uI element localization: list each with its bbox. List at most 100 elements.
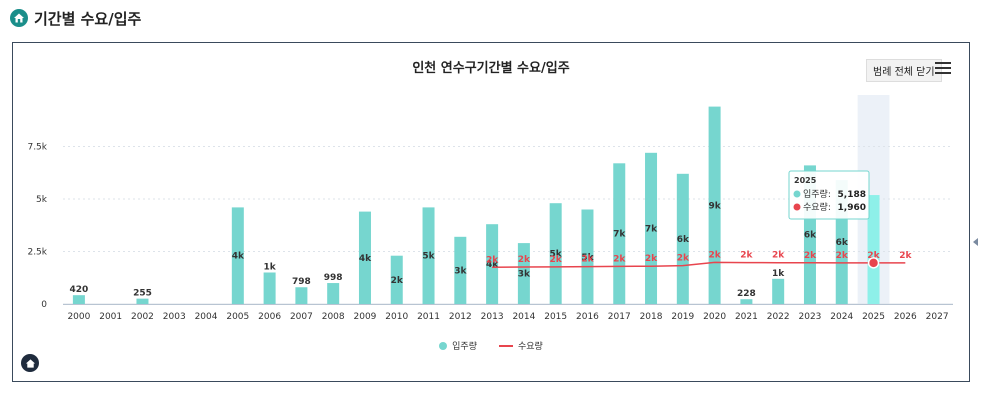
x-tick-label: 2026 <box>894 312 917 322</box>
line-data-label: 2k <box>613 254 626 264</box>
bar-data-label: 3k <box>454 266 467 276</box>
line-data-label: 2k <box>645 254 658 264</box>
y-tick-label: 0 <box>41 300 47 310</box>
bar <box>263 272 276 304</box>
bar <box>422 207 435 304</box>
collapse-arrow-icon[interactable] <box>973 238 978 246</box>
x-tick-label: 2009 <box>354 312 377 322</box>
line-data-label: 2k <box>708 250 721 260</box>
x-tick-label: 2004 <box>195 312 218 322</box>
bar-data-label: 4k <box>486 260 499 270</box>
bar-data-label: 6k <box>677 235 690 245</box>
bar <box>549 203 562 304</box>
bar-data-label: 6k <box>804 231 817 241</box>
x-tick-label: 2005 <box>226 312 249 322</box>
line-data-label: 2k <box>836 251 849 261</box>
legend-label-supply: 입주량 <box>452 342 477 352</box>
line-data-label: 2k <box>486 255 499 265</box>
menu-icon[interactable] <box>935 59 951 75</box>
x-tick-label: 2025 <box>862 312 885 322</box>
bar-data-label: 1k <box>772 269 785 279</box>
bar <box>136 298 149 304</box>
tooltip-row-value: 5,188 <box>838 190 866 200</box>
x-tick-label: 2000 <box>67 312 90 322</box>
bar <box>676 173 689 304</box>
x-tick-label: 2012 <box>449 312 472 322</box>
bar <box>454 236 467 304</box>
bar-data-label: 998 <box>324 273 343 283</box>
tooltip-row-label: 수요량: <box>803 201 831 213</box>
home-icon <box>10 9 28 27</box>
bar-data-label: 5k <box>581 253 594 263</box>
tooltip-row-label: 입주량: <box>803 188 831 200</box>
legend-marker-supply <box>439 341 448 350</box>
bar <box>72 295 85 304</box>
x-tick-label: 2002 <box>131 312 154 322</box>
legend-marker-demand <box>499 344 513 347</box>
x-tick-label: 2007 <box>290 312 313 322</box>
bar-data-label: 9k <box>708 201 721 211</box>
chart-title: 인천 연수구기간별 수요/입주 <box>412 61 570 76</box>
bar-data-label: 6k <box>836 238 849 248</box>
x-tick-label: 2015 <box>544 312 567 322</box>
bar-data-label: 3k <box>518 270 531 280</box>
bar-data-label: 255 <box>133 289 152 299</box>
bar-data-label: 228 <box>737 289 756 299</box>
legend: 입주량 수요량 <box>13 339 969 352</box>
bar-data-label: 420 <box>69 285 88 295</box>
bar <box>486 224 499 304</box>
legend-toggle-button[interactable]: 범례 전체 닫기 <box>866 59 942 82</box>
bar <box>295 287 308 304</box>
bar-data-label: 4k <box>232 252 245 262</box>
x-tick-label: 2006 <box>258 312 281 322</box>
tooltip-title: 2025 <box>794 176 817 185</box>
x-tick-label: 2003 <box>163 312 186 322</box>
x-tick-label: 2027 <box>926 312 949 322</box>
bar <box>581 209 594 304</box>
line-data-label: 2k <box>740 251 753 261</box>
x-tick-label: 2008 <box>322 312 345 322</box>
bar <box>613 163 626 304</box>
tooltip-marker <box>793 190 801 198</box>
bar-data-label: 5k <box>422 252 435 262</box>
x-tick-label: 2019 <box>671 312 694 322</box>
bar-data-label: 7k <box>645 224 658 234</box>
bar <box>708 106 721 304</box>
brand-logo-icon <box>21 354 39 372</box>
legend-item-demand[interactable]: 수요량 <box>499 339 543 352</box>
demand-line <box>492 261 906 268</box>
line-data-label: 2k <box>518 255 531 265</box>
x-tick-label: 2013 <box>481 312 504 322</box>
demand-point-highlight <box>867 257 880 269</box>
y-tick-label: 7.5k <box>27 143 47 153</box>
legend-item-supply[interactable]: 입주량 <box>439 339 477 352</box>
x-tick-label: 2020 <box>703 312 726 322</box>
legend-label-demand: 수요량 <box>518 342 543 352</box>
y-tick-label: 2.5k <box>27 248 47 258</box>
bar-data-label: 7k <box>613 230 626 240</box>
bar-data-label: 1k <box>263 263 276 273</box>
bar <box>231 207 244 304</box>
x-tick-label: 2017 <box>608 312 631 322</box>
bar-data-label: 798 <box>292 277 311 287</box>
line-data-label: 2k <box>677 254 690 264</box>
line-data-label: 2k <box>581 255 594 265</box>
chart-card: 인천 연수구기간별 수요/입주 범례 전체 닫기 0 2.5k 5k 7.5k 420 2… <box>12 42 970 382</box>
x-tick-label: 2024 <box>830 312 853 322</box>
bar-data-label: 4k <box>359 254 372 264</box>
line-data-label: 2k <box>550 255 563 265</box>
bar <box>358 211 371 304</box>
page-header: 기간별 수요/입주 <box>10 6 141 30</box>
line-data-label: 2k <box>772 251 785 261</box>
bar <box>390 255 403 304</box>
x-tick-label: 2016 <box>576 312 599 322</box>
tooltip-marker <box>793 203 801 211</box>
bar <box>327 283 340 304</box>
bar-data-label: 2k <box>391 276 404 286</box>
x-tick-label: 2011 <box>417 312 440 322</box>
x-tick-label: 2014 <box>512 312 535 322</box>
line-data-label: 2k <box>899 251 912 261</box>
x-tick-label: 2023 <box>799 312 822 322</box>
x-tick-label: 2021 <box>735 312 758 322</box>
